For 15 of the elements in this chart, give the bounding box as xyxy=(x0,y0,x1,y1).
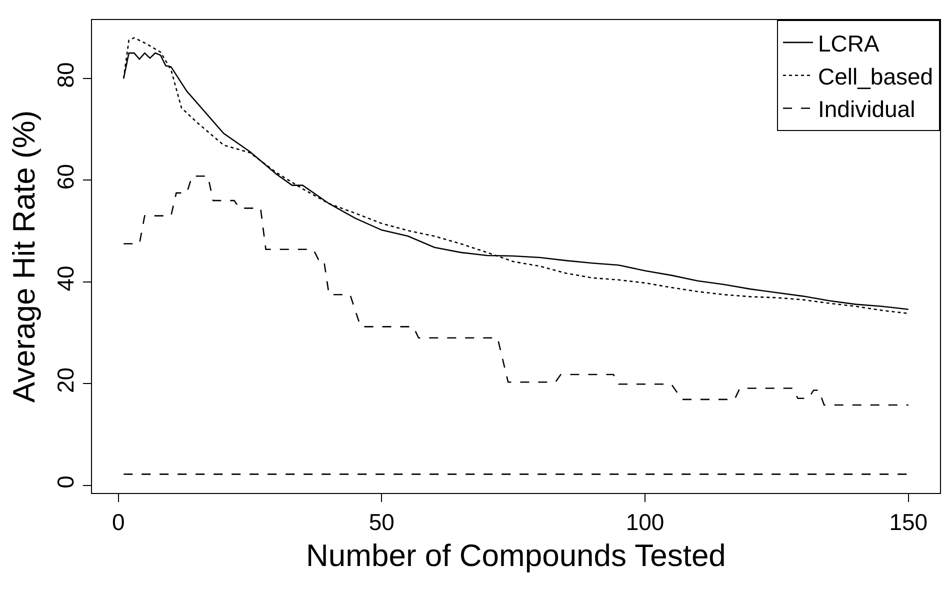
x-tick-label: 0 xyxy=(112,508,125,535)
y-tick-label: 60 xyxy=(52,164,79,190)
legend-label: Cell_based xyxy=(818,63,934,90)
y-axis-title: Average Hit Rate (%) xyxy=(6,110,42,403)
line-series xyxy=(122,175,910,406)
x-axis-title: Number of Compounds Tested xyxy=(306,538,726,573)
y-tick-label: 80 xyxy=(52,62,79,88)
y-tick-label: 20 xyxy=(52,367,79,393)
legend-label: LCRA xyxy=(818,30,880,56)
y-tick-label: 0 xyxy=(52,476,79,488)
legend-label: Individual xyxy=(818,96,916,122)
x-tick-label: 100 xyxy=(626,508,664,535)
x-tick-label: 150 xyxy=(889,508,928,535)
y-tick-label: 40 xyxy=(52,266,79,292)
x-tick-label: 50 xyxy=(368,508,394,535)
